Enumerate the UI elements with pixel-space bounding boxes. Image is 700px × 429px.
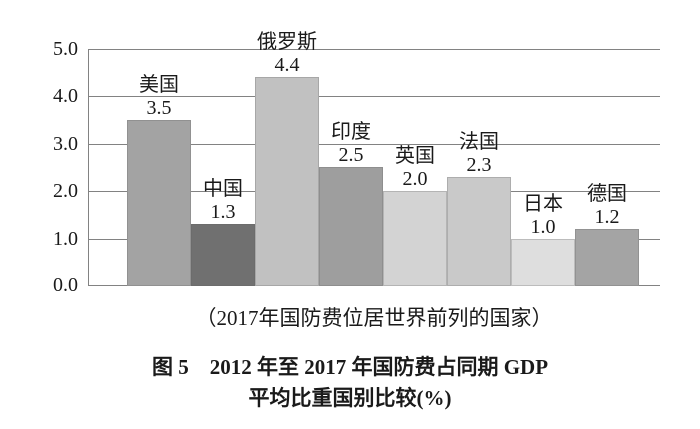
chart-caption: （2017年国防费位居世界前列的国家）: [195, 306, 553, 330]
bar-6: [447, 177, 511, 286]
y-tick-label: 2.0: [53, 180, 78, 202]
bar-label: 德国 1.2: [567, 183, 647, 229]
gridline: [88, 96, 660, 97]
bar-label: 美国 3.5: [119, 74, 199, 120]
bar-country-label: 中国: [203, 178, 243, 200]
bar-value-label: 1.2: [594, 206, 620, 228]
y-tick-label: 4.0: [53, 85, 78, 107]
bar-label: 中国 1.3: [183, 178, 263, 224]
bar-country-label: 德国: [587, 183, 627, 205]
bar-value-label: 1.0: [530, 216, 556, 238]
bar-country-label: 法国: [459, 131, 499, 153]
bar-label: 日本 1.0: [503, 193, 583, 239]
bar-5: [383, 191, 447, 286]
figure-title-line1: 图 5 2012 年至 2017 年国防费占同期 GDP: [151, 355, 549, 379]
y-tick-label: 5.0: [53, 38, 78, 60]
y-tick-label: 0.0: [53, 274, 78, 296]
bar-4: [319, 167, 383, 286]
y-tick-label: 3.0: [53, 133, 78, 155]
bar-value-label: 2.0: [402, 168, 428, 190]
y-axis: 5.0 4.0 3.0 2.0 1.0 0.0: [0, 38, 80, 296]
bar-label: 俄罗斯 4.4: [247, 31, 327, 77]
bar-country-label: 美国: [139, 74, 179, 96]
bar-country-label: 印度: [331, 121, 371, 143]
bar-country-label: 俄罗斯: [257, 31, 317, 53]
gridline: [88, 49, 660, 50]
y-tick-label: 1.0: [53, 228, 78, 250]
y-axis-line: [88, 49, 89, 286]
bar-country-label: 日本: [523, 193, 563, 215]
bar-8: [575, 229, 639, 286]
bar-2: [191, 224, 255, 286]
bar-label: 法国 2.3: [439, 131, 519, 177]
gridline: [88, 144, 660, 145]
bar-7: [511, 239, 575, 286]
bar-value-label: 2.5: [338, 144, 364, 166]
plot-area: 美国 3.5 中国 1.3 俄罗斯 4.4 印度 2.5 英国 2.0 法国 2.3 日本 1.0 德国 1.…: [88, 31, 660, 286]
bar-label: 印度 2.5: [311, 121, 391, 167]
bar-1: [127, 120, 191, 286]
bar-3: [255, 77, 319, 286]
bar-value-label: 2.3: [466, 154, 492, 176]
bar-label: 英国 2.0: [375, 145, 455, 191]
bar-value-label: 1.3: [210, 201, 236, 223]
bar-country-label: 英国: [395, 145, 435, 167]
bar-value-label: 4.4: [274, 54, 300, 76]
figure-title-line2: 平均比重国别比较(%): [248, 386, 452, 410]
bar-value-label: 3.5: [146, 97, 172, 119]
